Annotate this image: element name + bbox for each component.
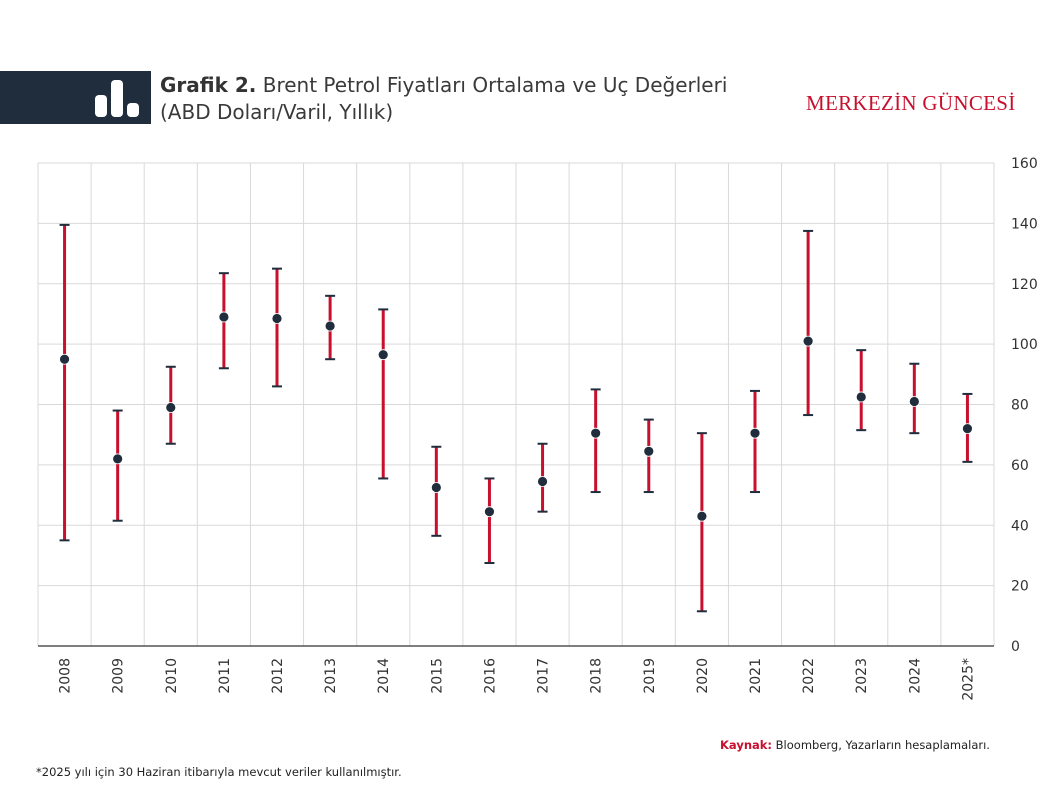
average-point <box>696 510 708 522</box>
average-point <box>590 427 602 439</box>
header-band <box>0 71 151 124</box>
x-tick-label: 2014 <box>376 658 392 694</box>
average-point <box>908 396 920 407</box>
x-tick-label: 2009 <box>111 658 127 694</box>
x-tick-label: 2017 <box>536 658 552 694</box>
y-tick-label: 20 <box>1011 579 1029 595</box>
y-tick-label: 120 <box>1011 277 1038 293</box>
average-point <box>324 320 336 332</box>
title-line-2: (ABD Doları/Varil, Yıllık) <box>160 100 394 124</box>
average-point <box>165 402 177 413</box>
footnote: *2025 yılı için 30 Haziran itibarıyla me… <box>36 765 402 779</box>
x-tick-label: 2024 <box>907 658 923 694</box>
x-tick-label: 2013 <box>323 658 339 694</box>
y-tick-label: 160 <box>1011 156 1038 172</box>
x-tick-label: 2025* <box>960 658 976 701</box>
y-tick-label: 60 <box>1011 458 1029 474</box>
y-tick-label: 0 <box>1011 639 1020 655</box>
average-point <box>802 335 814 347</box>
x-tick-label: 2016 <box>482 658 498 694</box>
chart-title: Grafik 2. Brent Petrol Fiyatları Ortalam… <box>160 72 727 126</box>
title-line-1: Brent Petrol Fiyatları Ortalama ve Uç De… <box>262 73 728 97</box>
x-tick-label: 2020 <box>695 658 711 694</box>
average-point <box>962 423 973 435</box>
y-tick-label: 40 <box>1011 518 1029 534</box>
average-point <box>749 427 761 439</box>
x-tick-label: 2008 <box>58 658 74 694</box>
source-text: Bloomberg, Yazarların hesaplamaları. <box>775 738 990 752</box>
x-tick-label: 2018 <box>589 658 605 694</box>
average-point <box>484 506 495 518</box>
average-point <box>430 482 442 493</box>
average-point <box>537 476 548 487</box>
y-tick-label: 80 <box>1011 398 1029 414</box>
x-tick-label: 2011 <box>217 658 233 694</box>
x-tick-label: 2010 <box>164 658 180 694</box>
average-point <box>112 453 124 465</box>
average-point <box>643 445 655 457</box>
average-point <box>377 349 389 361</box>
average-point <box>855 391 867 403</box>
x-tick-label: 2023 <box>854 658 870 694</box>
x-tick-label: 2022 <box>801 658 817 694</box>
average-point <box>271 313 283 324</box>
source-note: Kaynak: Bloomberg, Yazarların hesaplamal… <box>720 738 990 752</box>
bar-chart-icon <box>95 80 139 117</box>
x-tick-label: 2021 <box>748 658 764 694</box>
y-tick-label: 100 <box>1011 337 1038 353</box>
brand-logo: MERKEZİN GÜNCESİ <box>806 91 1016 115</box>
average-point <box>218 311 230 323</box>
average-point <box>59 353 70 365</box>
x-tick-label: 2015 <box>429 658 445 694</box>
source-label: Kaynak: <box>720 738 773 752</box>
x-tick-label: 2012 <box>270 658 286 694</box>
title-prefix: Grafik 2. <box>160 73 257 97</box>
x-tick-label: 2019 <box>642 658 658 694</box>
y-tick-label: 140 <box>1011 216 1038 232</box>
